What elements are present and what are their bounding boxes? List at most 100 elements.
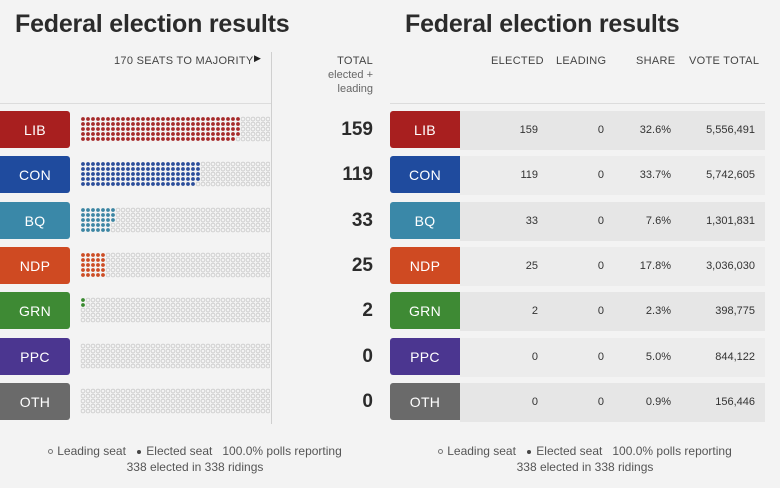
empty-seat-dot — [170, 312, 176, 318]
party-tag-right-con[interactable]: CON — [390, 156, 460, 193]
empty-seat-dot — [265, 252, 270, 258]
party-tag-right-bq[interactable]: BQ — [390, 202, 460, 239]
share-cell: 17.8% — [639, 260, 671, 272]
empty-seat-dot — [265, 176, 270, 182]
empty-seat-dot — [175, 212, 181, 218]
party-tag-right-ndp[interactable]: NDP — [390, 247, 460, 284]
empty-seat-dot — [130, 388, 136, 394]
empty-seat-dot — [225, 398, 231, 404]
empty-seat-dot — [120, 272, 126, 278]
elected-seat-dot — [146, 137, 150, 141]
empty-seat-dot — [265, 227, 270, 233]
empty-seat-dot — [220, 171, 226, 177]
empty-seat-dot — [120, 388, 126, 394]
empty-seat-dot — [265, 363, 270, 369]
party-tag-right-ppc[interactable]: PPC — [390, 338, 460, 375]
elected-seat-dot — [231, 127, 235, 131]
empty-seat-dot — [95, 403, 101, 409]
empty-seat-dot — [235, 262, 241, 268]
party-tag-right-oth[interactable]: OTH — [390, 383, 460, 420]
empty-seat-dot — [195, 353, 201, 359]
empty-seat-dot — [215, 348, 221, 354]
empty-seat-dot — [205, 171, 211, 177]
elected-seat-dot — [91, 258, 95, 262]
empty-seat-dot — [105, 393, 111, 399]
elected-seat-dot — [136, 172, 140, 176]
majority-arrow-icon[interactable]: ▶ — [254, 53, 261, 63]
elected-seat-dot — [111, 213, 115, 217]
empty-seat-dot — [140, 343, 146, 349]
empty-seat-dot — [175, 207, 181, 213]
empty-seat-dot — [170, 207, 176, 213]
elected-seat-dot — [96, 213, 100, 217]
empty-seat-dot — [110, 272, 116, 278]
empty-seat-dot — [245, 363, 251, 369]
elected-seat-dot — [86, 228, 90, 232]
empty-seat-dot — [195, 408, 201, 414]
empty-seat-dot — [255, 257, 261, 263]
empty-seat-dot — [235, 267, 241, 273]
elected-seat-dot — [116, 137, 120, 141]
empty-seat-dot — [185, 393, 191, 399]
elected-seat-dot — [136, 122, 140, 126]
party-tag-right-grn[interactable]: GRN — [390, 292, 460, 329]
empty-seat-dot — [145, 393, 151, 399]
empty-seat-dot — [235, 408, 241, 414]
party-tag-lib[interactable]: LIB — [0, 111, 70, 148]
empty-seat-dot — [120, 262, 126, 268]
empty-seat-dot — [145, 257, 151, 263]
empty-seat-dot — [105, 363, 111, 369]
elected-seat-dot — [106, 208, 110, 212]
empty-seat-dot — [180, 393, 186, 399]
empty-seat-dot — [195, 207, 201, 213]
empty-seat-dot — [250, 252, 256, 258]
legend-right: Leading seat Elected seat 100.0% polls r… — [410, 443, 760, 475]
party-tag-right-lib[interactable]: LIB — [390, 111, 460, 148]
empty-seat-dot — [235, 398, 241, 404]
empty-seat-dot — [190, 403, 196, 409]
empty-seat-dot — [110, 297, 116, 303]
empty-seat-dot — [190, 217, 196, 223]
party-tag-con[interactable]: CON — [0, 156, 70, 193]
empty-seat-dot — [210, 252, 216, 258]
total-seats-ppc: 0 — [362, 346, 373, 367]
share-cell: 7.6% — [645, 215, 671, 227]
empty-seat-dot — [265, 393, 270, 399]
empty-seat-dot — [125, 222, 131, 228]
empty-seat-dot — [260, 398, 266, 404]
party-tag-ppc[interactable]: PPC — [0, 338, 70, 375]
empty-seat-dot — [130, 257, 136, 263]
party-tag-bq[interactable]: BQ — [0, 202, 70, 239]
empty-seat-dot — [215, 176, 221, 182]
elected-seat-dot — [136, 177, 140, 181]
elected-seat-dot — [86, 137, 90, 141]
total-seats-grn: 2 — [362, 300, 373, 321]
empty-seat-dot — [190, 408, 196, 414]
elected-seat-dot — [106, 177, 110, 181]
empty-seat-dot — [115, 217, 121, 223]
party-tag-ndp[interactable]: NDP — [0, 247, 70, 284]
empty-seat-dot — [245, 302, 251, 308]
elected-seat-dot — [196, 177, 200, 181]
elected-seat-dot — [176, 172, 180, 176]
empty-seat-dot — [215, 307, 221, 313]
empty-seat-dot — [135, 252, 141, 258]
empty-seat-dot — [150, 317, 156, 323]
empty-seat-dot — [170, 388, 176, 394]
party-tag-oth[interactable]: OTH — [0, 383, 70, 420]
elected-seat-dot — [106, 218, 110, 222]
empty-seat-dot — [230, 176, 236, 182]
empty-seat-dot — [260, 181, 266, 187]
empty-seat-dot — [200, 222, 206, 228]
empty-seat-dot — [105, 353, 111, 359]
party-tag-grn[interactable]: GRN — [0, 292, 70, 329]
empty-seat-dot — [255, 408, 261, 414]
total-header: TOTAL elected + leading — [276, 54, 373, 96]
share-cell: 5.0% — [645, 351, 671, 363]
empty-seat-dot — [200, 257, 206, 263]
empty-seat-dot — [260, 257, 266, 263]
elected-seat-dot — [131, 132, 135, 136]
empty-seat-dot — [160, 343, 166, 349]
empty-seat-dot — [215, 297, 221, 303]
elected-seat-dot — [181, 172, 185, 176]
